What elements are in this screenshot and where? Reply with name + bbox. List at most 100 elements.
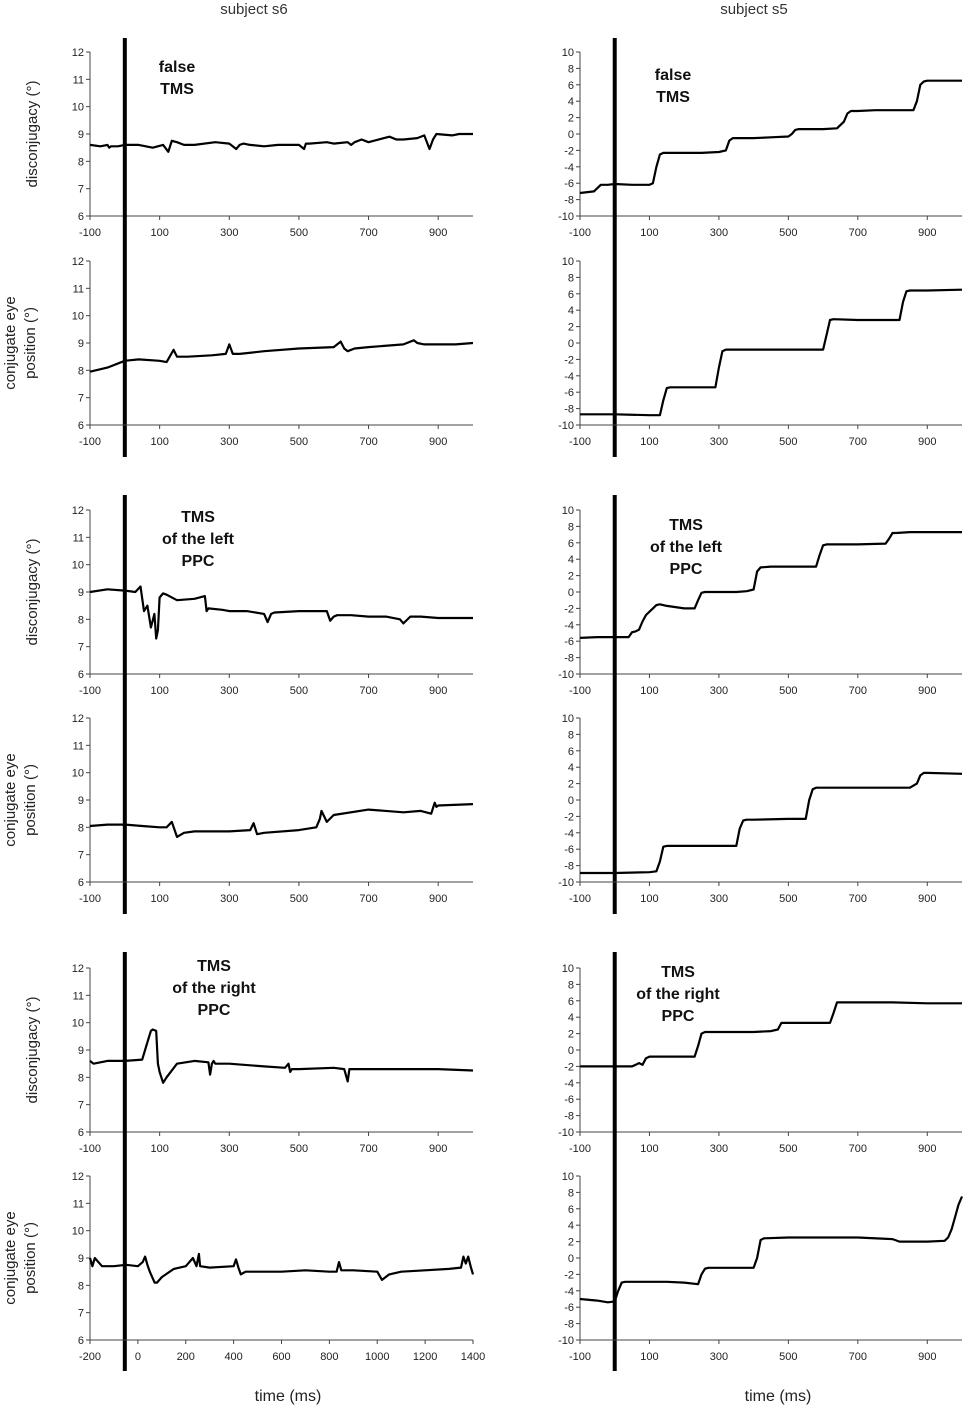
y-tick-label: 6 bbox=[78, 877, 84, 889]
trace-conj bbox=[89, 339, 474, 373]
y-tick-label: -2 bbox=[564, 1061, 574, 1073]
x-tick-label: 500 bbox=[779, 436, 797, 448]
x-tick-label: 200 bbox=[177, 1351, 195, 1363]
trace-disc bbox=[579, 531, 962, 639]
y-axis-label: disconjugacy (°) bbox=[24, 997, 41, 1104]
x-tick-label: 300 bbox=[710, 893, 728, 905]
x-tick-label: -100 bbox=[79, 685, 101, 697]
x-tick-label: 300 bbox=[220, 685, 238, 697]
y-tick-label: 10 bbox=[72, 311, 84, 323]
x-tick-label: 700 bbox=[849, 227, 867, 239]
y-tick-label: 9 bbox=[78, 129, 84, 141]
trace-conj bbox=[580, 771, 963, 875]
y-tick-label: 6 bbox=[78, 669, 84, 681]
x-tick-label: 100 bbox=[640, 893, 658, 905]
trace-conj bbox=[579, 1196, 964, 1304]
y-tick-label: 11 bbox=[73, 532, 84, 544]
condition-label-line: of the right bbox=[172, 980, 256, 997]
condition-label-line: PPC bbox=[198, 1002, 231, 1019]
condition-label: false TMS bbox=[159, 59, 196, 98]
condition-label: TMS of the left PPC bbox=[162, 509, 235, 570]
x-tick-label: -100 bbox=[569, 227, 591, 239]
x-tick-label: 700 bbox=[849, 436, 867, 448]
x-tick-label: 300 bbox=[220, 1143, 238, 1155]
x-tick-label: 300 bbox=[710, 1143, 728, 1155]
y-tick-label: -4 bbox=[564, 828, 574, 840]
x-tick-label: 500 bbox=[290, 1143, 308, 1155]
y-tick-label: -2 bbox=[564, 145, 574, 157]
y-tick-label: 2 bbox=[568, 779, 574, 791]
y-tick-label: 2 bbox=[568, 1237, 574, 1249]
x-tick-label: 300 bbox=[710, 436, 728, 448]
condition-label: TMS of the right PPC bbox=[172, 958, 256, 1019]
condition-label-line: TMS bbox=[160, 81, 194, 98]
condition-label-line: TMS bbox=[661, 964, 695, 981]
y-tick-label: 6 bbox=[568, 996, 574, 1008]
trace-disc bbox=[89, 585, 473, 640]
x-tick-label: 0 bbox=[135, 1351, 141, 1363]
y-tick-label: 11 bbox=[73, 990, 84, 1002]
y-tick-label: 7 bbox=[78, 1100, 84, 1112]
y-tick-label: 8 bbox=[78, 614, 84, 626]
x-tick-label: 300 bbox=[220, 436, 238, 448]
condition-label-line: TMS bbox=[656, 89, 690, 106]
x-tick-label: 900 bbox=[918, 436, 936, 448]
y-tick-label: 10 bbox=[562, 1171, 574, 1183]
y-tick-label: -6 bbox=[564, 1094, 574, 1106]
x-tick-label: 300 bbox=[220, 893, 238, 905]
y-tick-label: -8 bbox=[564, 653, 574, 665]
y-tick-label: 6 bbox=[568, 1204, 574, 1216]
x-tick-label: 900 bbox=[429, 227, 447, 239]
x-tick-label: 700 bbox=[359, 685, 377, 697]
y-tick-label: -2 bbox=[564, 1269, 574, 1281]
condition-label-line: of the left bbox=[162, 531, 235, 548]
y-tick-label: 8 bbox=[568, 729, 574, 741]
x-tick-label: 1400 bbox=[461, 1351, 485, 1363]
y-tick-label: 6 bbox=[78, 211, 84, 223]
x-tick-label: 900 bbox=[918, 227, 936, 239]
y-tick-label: 8 bbox=[568, 272, 574, 284]
x-tick-label: 700 bbox=[849, 893, 867, 905]
x-tick-label: 700 bbox=[849, 1143, 867, 1155]
y-tick-label: 10 bbox=[72, 102, 84, 114]
y-tick-label: 6 bbox=[78, 1335, 84, 1347]
y-tick-label: 10 bbox=[72, 560, 84, 572]
x-tick-label: 700 bbox=[359, 227, 377, 239]
x-tick-label: 900 bbox=[429, 1143, 447, 1155]
column-title-s6: subject s6 bbox=[220, 1, 288, 18]
y-tick-label: 8 bbox=[78, 1280, 84, 1292]
x-tick-label: 900 bbox=[918, 1143, 936, 1155]
y-tick-label: 12 bbox=[72, 713, 84, 725]
y-tick-label: 2 bbox=[568, 1029, 574, 1041]
y-tick-label: 10 bbox=[562, 47, 574, 59]
x-tick-label: -100 bbox=[79, 893, 101, 905]
y-tick-label: 0 bbox=[568, 129, 574, 141]
condition-label-line: PPC bbox=[182, 553, 215, 570]
y-tick-label: 2 bbox=[568, 322, 574, 334]
condition-label-line: false bbox=[655, 67, 692, 84]
y-axis-label: disconjugacy (°) bbox=[24, 539, 41, 646]
x-tick-label: 300 bbox=[710, 227, 728, 239]
y-tick-label: 10 bbox=[562, 713, 574, 725]
condition-label-line: false bbox=[159, 59, 196, 76]
y-tick-label: -8 bbox=[564, 1319, 574, 1331]
y-tick-label: 11 bbox=[73, 1198, 84, 1210]
y-tick-label: 12 bbox=[72, 505, 84, 517]
trace-disc bbox=[579, 79, 962, 195]
x-tick-label: 1200 bbox=[413, 1351, 437, 1363]
y-tick-label: -6 bbox=[564, 178, 574, 190]
y-tick-label: -8 bbox=[564, 404, 574, 416]
y-tick-label: -6 bbox=[564, 387, 574, 399]
x-tick-label: 100 bbox=[640, 1351, 658, 1363]
y-tick-label: -4 bbox=[564, 620, 574, 632]
x-tick-label: 100 bbox=[640, 1143, 658, 1155]
x-tick-label: 300 bbox=[220, 227, 238, 239]
y-tick-label: -8 bbox=[564, 195, 574, 207]
y-tick-label: 6 bbox=[568, 289, 574, 301]
y-tick-label: 12 bbox=[72, 1171, 84, 1183]
x-tick-label: 100 bbox=[150, 685, 168, 697]
y-tick-label: 0 bbox=[568, 795, 574, 807]
x-axis-label-left: time (ms) bbox=[255, 1388, 322, 1405]
x-tick-label: -100 bbox=[569, 893, 591, 905]
